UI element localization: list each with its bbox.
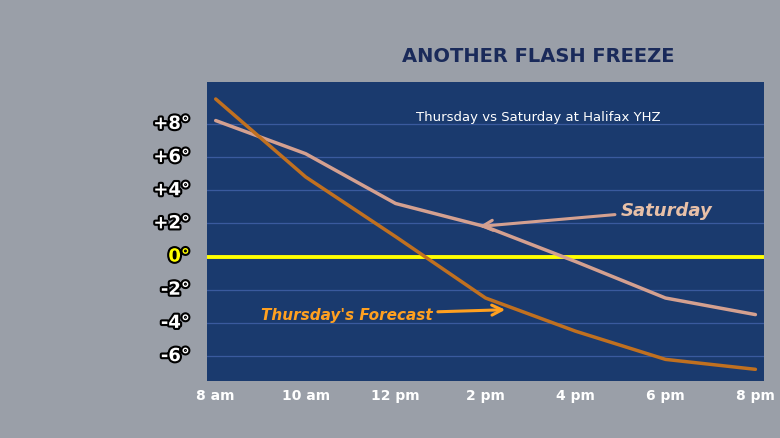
Text: 0°: 0° [168, 248, 190, 266]
Text: +8°: +8° [153, 116, 190, 134]
Text: +6°: +6° [154, 148, 190, 167]
Text: +4°: +4° [154, 182, 190, 200]
Text: -2°: -2° [161, 281, 190, 299]
Text: +2°: +2° [154, 215, 190, 233]
Text: -4°: -4° [161, 314, 190, 332]
Text: ANOTHER FLASH FREEZE: ANOTHER FLASH FREEZE [402, 47, 675, 66]
Text: Thursday's Forecast: Thursday's Forecast [261, 305, 502, 322]
Text: Thursday vs Saturday at Halifax YHZ: Thursday vs Saturday at Halifax YHZ [416, 111, 661, 124]
Text: -6°: -6° [161, 347, 190, 365]
Text: Saturday: Saturday [483, 201, 712, 231]
